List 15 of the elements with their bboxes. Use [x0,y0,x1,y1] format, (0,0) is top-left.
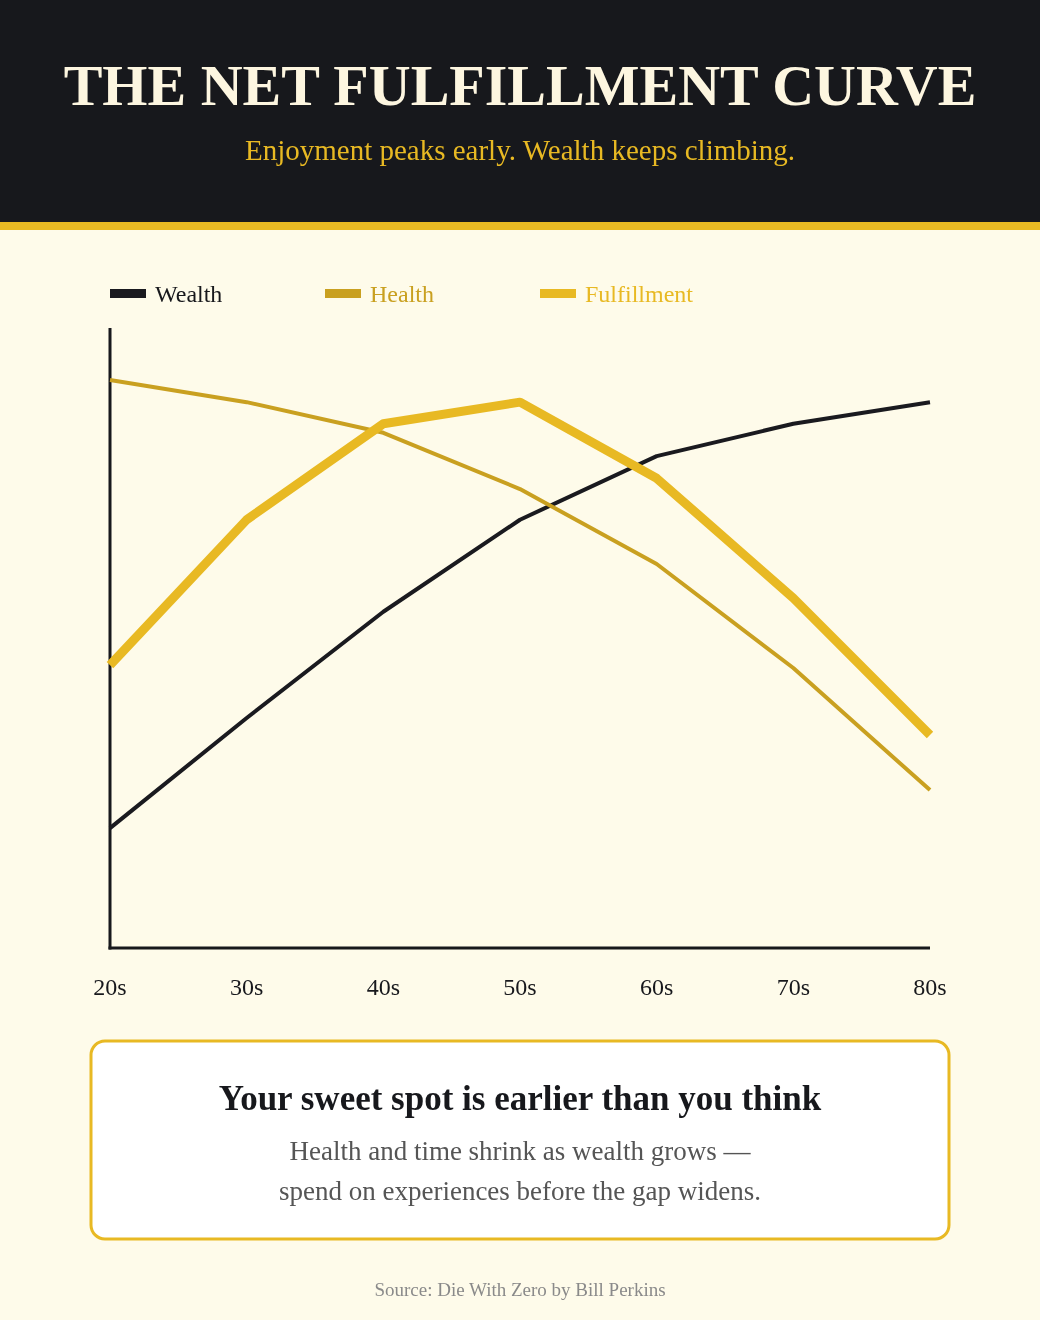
x-tick-label: 50s [503,974,537,1000]
x-tick-label: 80s [913,974,947,1000]
x-tick-label: 70s [776,974,811,1000]
legend-label: Wealth [155,281,223,307]
text: Your sweet spot is earlier than you think [218,1079,822,1118]
legend-label: Health [370,281,434,307]
x-tick-label: 20s [93,974,127,1000]
chart-title: THE NET FULFILLMENT CURVE [63,53,977,118]
x-tick-label: 40s [366,974,401,1000]
chart-subtitle: Enjoyment peaks early. Wealth keeps climbing. [244,134,796,166]
x-tick-label: 60s [639,974,674,1000]
x-tick-label: 30s [229,974,264,1000]
text: Health and time shrink as wealth grows — spend on experiences before the gap widens. [278,1136,762,1206]
legend-label: Fulfillment [585,281,694,307]
source-note: Source: Die With Zero by Bill Perkins [374,1279,666,1300]
